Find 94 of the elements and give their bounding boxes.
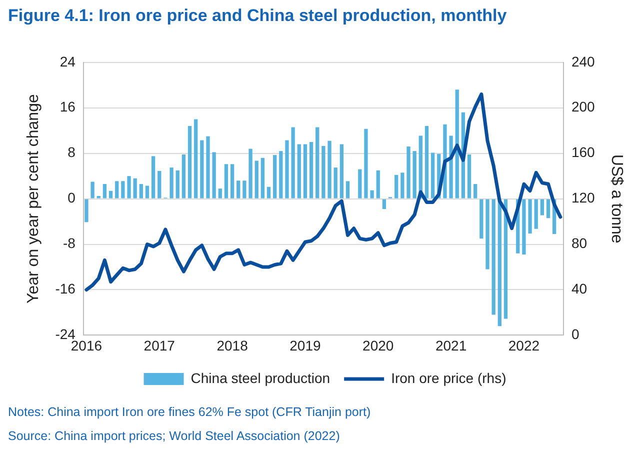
bar bbox=[224, 164, 228, 198]
y-tick-label: -16 bbox=[55, 280, 76, 297]
bar bbox=[285, 140, 289, 198]
bar bbox=[96, 196, 100, 198]
bar bbox=[108, 190, 113, 198]
x-tick-label: 2018 bbox=[216, 337, 248, 354]
bar bbox=[279, 151, 283, 198]
bar bbox=[486, 199, 490, 270]
chart-title: Figure 4.1: Iron ore price and China steel production, monthly bbox=[8, 6, 507, 26]
bar bbox=[254, 160, 258, 198]
bar bbox=[328, 140, 332, 198]
bar bbox=[492, 199, 496, 315]
bar bbox=[139, 184, 143, 198]
bar bbox=[346, 181, 350, 198]
bar bbox=[498, 199, 502, 326]
legend-label: China steel production bbox=[190, 370, 330, 386]
bar bbox=[406, 146, 410, 198]
bar bbox=[291, 127, 295, 198]
bar bbox=[430, 152, 435, 198]
bar bbox=[370, 190, 374, 198]
bar bbox=[273, 155, 277, 198]
y2-tick-label: 200 bbox=[571, 98, 596, 115]
bar bbox=[540, 199, 544, 216]
bar bbox=[200, 140, 204, 198]
y-tick-label: 24 bbox=[60, 53, 76, 70]
x-tick-label: 2022 bbox=[508, 337, 540, 354]
bar bbox=[242, 180, 246, 198]
bar bbox=[394, 174, 398, 198]
bar bbox=[412, 151, 416, 198]
y-tick-label: 0 bbox=[68, 190, 76, 206]
x-tick-label: 2016 bbox=[70, 337, 102, 354]
bar bbox=[480, 199, 484, 239]
bar bbox=[322, 146, 326, 198]
y-tick-label: -8 bbox=[62, 235, 76, 252]
bar bbox=[340, 144, 344, 198]
bar bbox=[424, 126, 429, 198]
bar bbox=[182, 154, 186, 198]
bar bbox=[248, 148, 252, 198]
bar bbox=[84, 199, 88, 222]
bar bbox=[121, 181, 125, 198]
bar bbox=[303, 144, 308, 198]
bar bbox=[382, 199, 386, 210]
bar bbox=[467, 154, 472, 198]
bar bbox=[206, 136, 210, 198]
bar bbox=[170, 168, 174, 198]
bar bbox=[534, 199, 538, 229]
legend-label: Iron ore price (rhs) bbox=[391, 370, 506, 386]
bar bbox=[376, 170, 380, 198]
bar bbox=[297, 144, 301, 198]
bar bbox=[158, 170, 162, 198]
bar bbox=[151, 156, 156, 198]
bar bbox=[309, 142, 314, 198]
bar bbox=[145, 186, 150, 198]
bar bbox=[194, 119, 198, 198]
bar bbox=[455, 90, 459, 198]
bar bbox=[266, 186, 271, 198]
bar bbox=[449, 136, 453, 198]
bar bbox=[212, 152, 216, 198]
bar bbox=[115, 181, 119, 198]
bar bbox=[316, 127, 320, 198]
bar bbox=[546, 199, 550, 218]
bar bbox=[176, 170, 180, 198]
bar bbox=[127, 176, 131, 198]
bar bbox=[364, 128, 368, 198]
y-axis-title: Year on year per cent change bbox=[25, 94, 42, 304]
bar bbox=[522, 199, 526, 254]
x-tick-label: 2020 bbox=[362, 337, 394, 354]
y2-tick-label: 40 bbox=[571, 280, 588, 297]
bar bbox=[102, 184, 107, 198]
y2-axis-title: US$ a tonne bbox=[608, 154, 625, 244]
bar bbox=[188, 126, 192, 198]
bar bbox=[133, 178, 137, 198]
source-note: Source: China import prices; World Steel Association (2022) bbox=[8, 428, 341, 445]
y2-tick-label: 80 bbox=[571, 235, 588, 252]
y-tick-label: 8 bbox=[68, 144, 76, 160]
bar bbox=[474, 184, 478, 198]
bar bbox=[260, 158, 264, 198]
x-tick-label: 2021 bbox=[435, 337, 467, 354]
bar bbox=[528, 199, 532, 234]
text: Notes: China import Iron ore fines 62% Fe spot (CFR Tianjin port) bbox=[8, 404, 371, 421]
y2-tick-label: 240 bbox=[571, 53, 596, 70]
bar bbox=[400, 172, 404, 198]
y-tick-label: 16 bbox=[60, 98, 76, 115]
bar bbox=[90, 182, 94, 198]
y2-tick-label: 160 bbox=[571, 144, 596, 160]
y2-tick-label: 0 bbox=[571, 326, 580, 342]
bar bbox=[218, 188, 222, 198]
bar bbox=[236, 180, 240, 198]
bar bbox=[358, 169, 362, 198]
bar bbox=[230, 164, 234, 198]
bar bbox=[334, 168, 338, 198]
x-tick-label: 2019 bbox=[290, 337, 321, 354]
x-tick-label: 2017 bbox=[144, 337, 176, 354]
y2-tick-label: 120 bbox=[571, 190, 596, 206]
